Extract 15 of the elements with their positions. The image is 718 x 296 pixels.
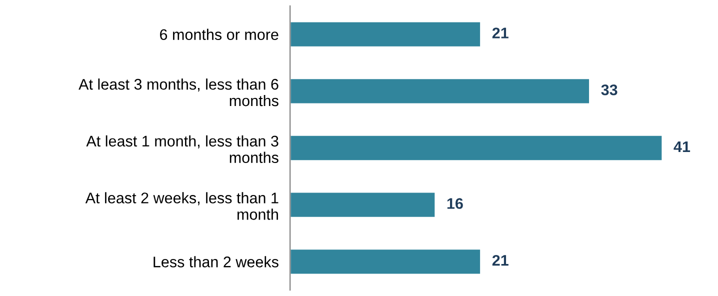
bar xyxy=(290,134,664,162)
bar xyxy=(290,248,482,276)
data-label: 21 xyxy=(492,28,508,38)
data-label: 21 xyxy=(492,254,508,266)
data-label: 16 xyxy=(447,198,463,209)
y-tick-label: At least 1 month, less than 3 months xyxy=(86,135,278,164)
bar xyxy=(290,20,482,48)
data-label: 33 xyxy=(601,84,618,96)
data-label: 41 xyxy=(674,141,690,152)
bar xyxy=(290,78,590,105)
y-tick-label: At least 2 weeks, less than 1 month xyxy=(85,192,278,220)
y-tick-label: At least 3 months, less than 6 months xyxy=(78,78,278,106)
y-tick-label: Less than 2 weeks xyxy=(154,256,278,268)
bar xyxy=(290,191,436,218)
y-tick-label: 6 months or more xyxy=(160,28,278,40)
